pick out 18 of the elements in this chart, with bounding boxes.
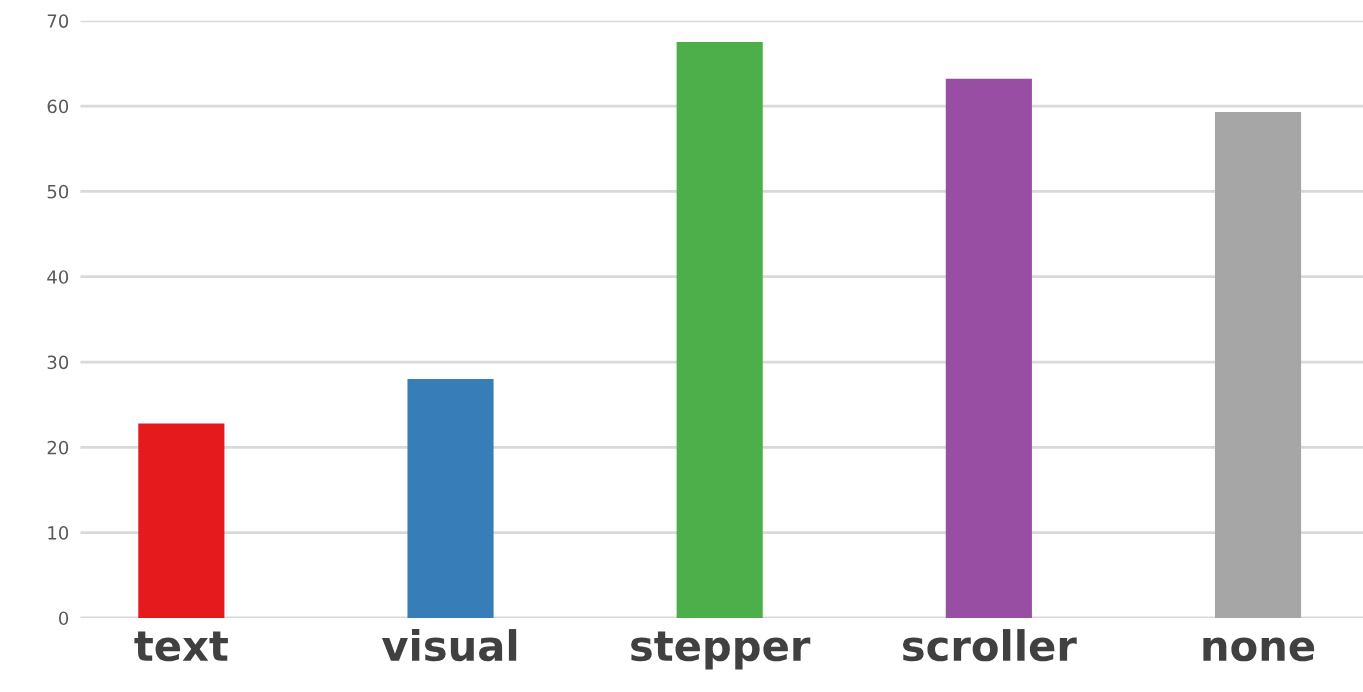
y-tick-label: 0	[59, 611, 69, 626]
y-tick-label: 40	[47, 270, 69, 284]
bar	[138, 423, 225, 618]
x-tick-label: visual	[382, 629, 517, 662]
x-tick-label: stepper	[631, 631, 811, 670]
y-tick-label: 60	[47, 99, 69, 114]
bar	[676, 42, 763, 618]
y-tick-label: 50	[47, 184, 69, 199]
y-tick-label: 70	[47, 14, 69, 28]
bar	[945, 78, 1032, 618]
bar	[1214, 112, 1302, 618]
x-tick-label: scroller	[902, 629, 1077, 662]
x-tick-label: text	[134, 631, 228, 662]
y-tick-label: 10	[48, 526, 69, 540]
y-tick-label: 20	[47, 440, 69, 455]
x-tick-label: none	[1203, 637, 1315, 662]
y-tick-label: 30	[47, 355, 69, 370]
bar	[407, 379, 494, 618]
